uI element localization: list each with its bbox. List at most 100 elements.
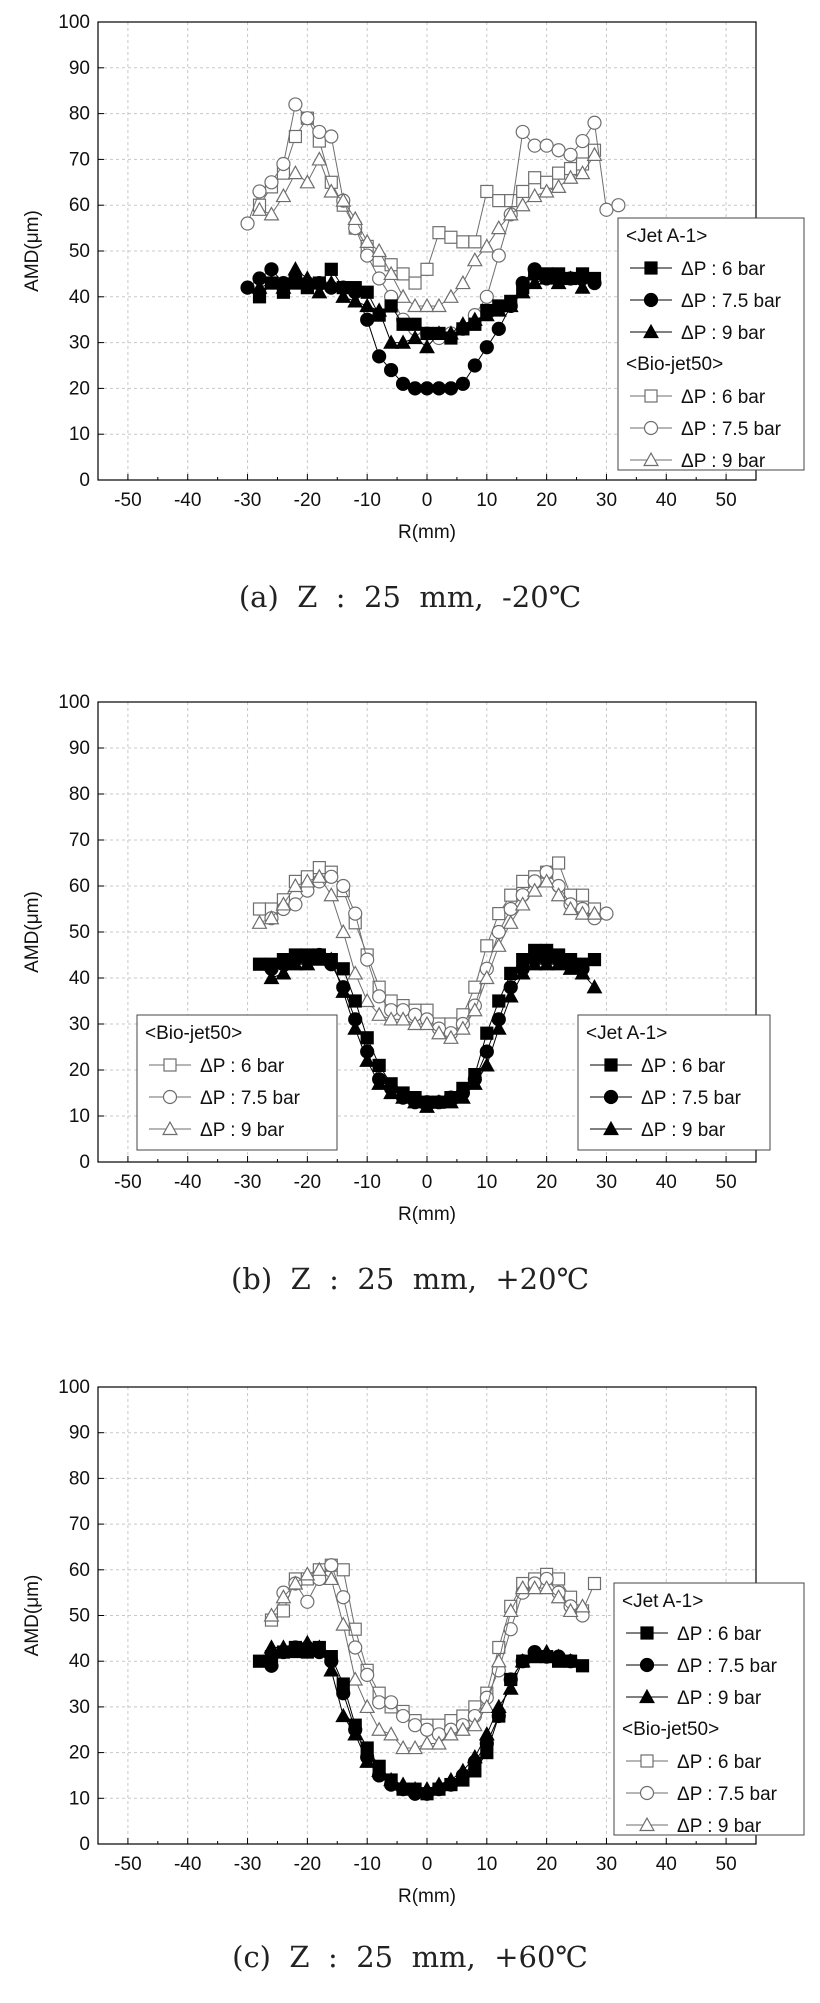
data-point bbox=[562, 169, 579, 184]
legend-label: ΔP : 7.5 bar bbox=[641, 1088, 742, 1109]
data-point bbox=[467, 358, 482, 373]
grid bbox=[98, 701, 756, 1163]
y-tick-label: 100 bbox=[58, 1377, 90, 1398]
series-2 bbox=[263, 1634, 579, 1796]
data-point bbox=[443, 1029, 459, 1044]
data-point bbox=[466, 311, 483, 326]
data-point bbox=[419, 381, 435, 396]
y-tick-label: 0 bbox=[79, 470, 90, 491]
data-point bbox=[492, 907, 506, 921]
legend-label: ΔP : 9 bar bbox=[641, 1120, 726, 1141]
legend-marker bbox=[604, 1058, 618, 1072]
x-tick-label: -30 bbox=[234, 490, 261, 511]
data-point bbox=[550, 1648, 567, 1663]
data-point bbox=[502, 988, 519, 1003]
data-point bbox=[335, 1707, 352, 1723]
series-line bbox=[247, 103, 619, 339]
data-point bbox=[335, 288, 352, 303]
data-point bbox=[478, 1057, 495, 1072]
data-point bbox=[335, 192, 352, 207]
y-tick-label: 80 bbox=[69, 104, 90, 125]
legend-title: <Bio-jet50> bbox=[622, 1719, 719, 1740]
data-point bbox=[443, 325, 459, 340]
data-point bbox=[336, 1563, 350, 1577]
data-point bbox=[383, 1084, 400, 1100]
data-point bbox=[311, 868, 328, 883]
data-point bbox=[359, 297, 376, 313]
caption-b: (b) Z : 25 mm, +20℃ bbox=[230, 1262, 590, 1296]
data-point bbox=[478, 1726, 495, 1741]
data-point bbox=[586, 905, 603, 920]
legend-title: <Bio-jet50> bbox=[626, 354, 723, 375]
data-point bbox=[275, 896, 292, 911]
data-point bbox=[528, 171, 542, 185]
series-line bbox=[271, 959, 595, 1108]
data-point bbox=[360, 1667, 375, 1683]
data-point bbox=[454, 274, 471, 290]
x-tick-label: -50 bbox=[114, 1854, 141, 1875]
chart-b: -50 -40 -30 -20 -10 0 10 20 30 40 50 0 10 20 30 40 50 60 7… bbox=[22, 692, 771, 1225]
legend-marker bbox=[639, 1688, 655, 1704]
y-tick-label: 50 bbox=[69, 922, 90, 943]
data-point bbox=[443, 1726, 459, 1741]
x-tick-label: -20 bbox=[294, 1854, 321, 1875]
data-point bbox=[275, 279, 292, 294]
legend-label: ΔP : 9 bar bbox=[200, 1120, 285, 1141]
data-point bbox=[371, 1721, 388, 1736]
data-point bbox=[252, 1654, 267, 1668]
data-point bbox=[515, 124, 530, 140]
data-point bbox=[550, 178, 567, 193]
data-point bbox=[514, 965, 531, 980]
data-point bbox=[407, 1094, 423, 1109]
data-point bbox=[263, 206, 280, 221]
data-point bbox=[551, 143, 566, 158]
data-point bbox=[562, 900, 579, 916]
data-point bbox=[395, 288, 411, 303]
data-point bbox=[562, 1602, 579, 1618]
x-tick-label: 50 bbox=[716, 1854, 737, 1875]
data-point bbox=[503, 901, 518, 917]
y-tick-label: 30 bbox=[69, 1697, 90, 1718]
x-tick-label: -50 bbox=[114, 1172, 141, 1193]
data-point bbox=[431, 1094, 447, 1109]
data-point bbox=[348, 994, 362, 1008]
data-point bbox=[526, 1648, 543, 1663]
y-tick-label: 90 bbox=[69, 738, 90, 759]
legend-marker bbox=[163, 1058, 177, 1072]
data-point bbox=[551, 1572, 566, 1586]
chart-c: -50 -40 -30 -20 -10 0 10 20 30 40 50 0 10 20 30 40 50 60 7… bbox=[22, 1377, 805, 1907]
x-tick-label: 0 bbox=[422, 1854, 433, 1875]
x-tick-label: -10 bbox=[353, 1172, 380, 1193]
data-point bbox=[526, 187, 543, 203]
data-point bbox=[586, 146, 603, 161]
data-point bbox=[419, 1015, 435, 1031]
data-point bbox=[586, 979, 603, 994]
x-tick-label: -30 bbox=[234, 1172, 261, 1193]
data-point bbox=[443, 381, 459, 396]
data-point bbox=[252, 184, 267, 199]
data-point bbox=[384, 362, 399, 378]
data-point bbox=[504, 966, 518, 980]
data-point bbox=[466, 252, 483, 267]
data-point bbox=[479, 289, 494, 304]
data-point bbox=[323, 1662, 340, 1677]
caption-a: (a) Z : 25 mm, -20℃ bbox=[238, 580, 582, 614]
data-point bbox=[587, 953, 602, 967]
legend-label: ΔP : 6 bar bbox=[677, 1752, 762, 1773]
legend-title: <Jet A-1> bbox=[586, 1023, 667, 1044]
data-point bbox=[347, 965, 364, 980]
x-tick-label: -50 bbox=[114, 490, 141, 511]
data-point bbox=[311, 951, 328, 966]
data-point bbox=[336, 878, 351, 894]
legend-marker bbox=[643, 420, 659, 436]
data-point bbox=[478, 969, 495, 985]
x-tick-label: 40 bbox=[656, 1172, 677, 1193]
legend-marker bbox=[643, 323, 659, 339]
data-point bbox=[275, 187, 292, 203]
data-point bbox=[287, 956, 304, 971]
data-point bbox=[287, 877, 304, 893]
legend-label: ΔP : 7.5 bar bbox=[681, 419, 782, 440]
data-point bbox=[526, 882, 543, 897]
data-point bbox=[466, 1749, 483, 1764]
data-point bbox=[443, 1771, 459, 1787]
